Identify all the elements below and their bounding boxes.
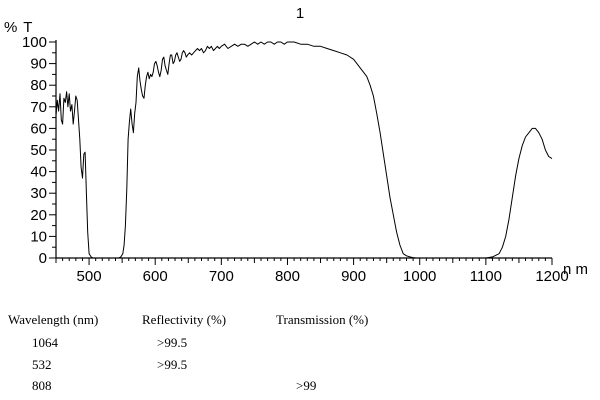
table-cell-reflectivity: >99.5: [157, 335, 188, 350]
x-axis-label: n m: [563, 261, 588, 278]
y-axis: 0 10 20 30 40 50 60 70 80 90 100: [22, 34, 57, 267]
table-cell-transmission: >99: [296, 378, 317, 393]
y-tick-label: 20: [30, 207, 47, 224]
y-tick-label: 50: [30, 142, 47, 159]
series-layer: [55, 41, 553, 259]
y-tick-label: 40: [30, 164, 47, 181]
y-axis-label: % T: [4, 19, 33, 36]
y-tick-label: 0: [39, 250, 47, 267]
x-tick-label: 900: [341, 268, 366, 285]
y-tick-label: 100: [22, 34, 47, 51]
y-tick-label: 10: [30, 228, 47, 245]
y-tick-label: 30: [30, 185, 47, 202]
x-tick-label: 1000: [403, 268, 436, 285]
transmission-line: [55, 41, 553, 259]
y-tick-label: 90: [30, 56, 47, 73]
x-tick-label: 1200: [535, 268, 568, 285]
spec-table: Wavelength (nm) Reflectivity (%) Transmi…: [0, 310, 600, 400]
table-cell-reflectivity: >99.5: [157, 357, 188, 372]
y-tick-label: 60: [30, 120, 47, 137]
x-tick-label: 700: [209, 268, 234, 285]
table-cell-wavelength: 808: [32, 378, 52, 393]
x-tick-label: 1100: [470, 268, 502, 285]
table-header-transmission: Transmission (%): [276, 312, 369, 327]
x-tick-label: 500: [77, 268, 102, 285]
table-header-wavelength: Wavelength (nm): [8, 312, 99, 327]
table-cell-wavelength: 1064: [32, 335, 58, 350]
table-cell-wavelength: 532: [32, 357, 52, 372]
x-tick-label: 600: [143, 268, 168, 285]
table-header-reflectivity: Reflectivity (%): [142, 312, 227, 327]
x-tick-label: 800: [275, 268, 300, 285]
x-axis: 500 600 700 800 900 1000 1100 1200: [55, 257, 569, 285]
y-tick-label: 70: [30, 99, 47, 116]
transmission-chart: 1 % T n m 0 10 20 30 40 50 60 70 80 90 100 500 600 7…: [4, 5, 588, 285]
y-tick-label: 80: [30, 77, 47, 94]
chart-title: 1: [296, 5, 304, 22]
